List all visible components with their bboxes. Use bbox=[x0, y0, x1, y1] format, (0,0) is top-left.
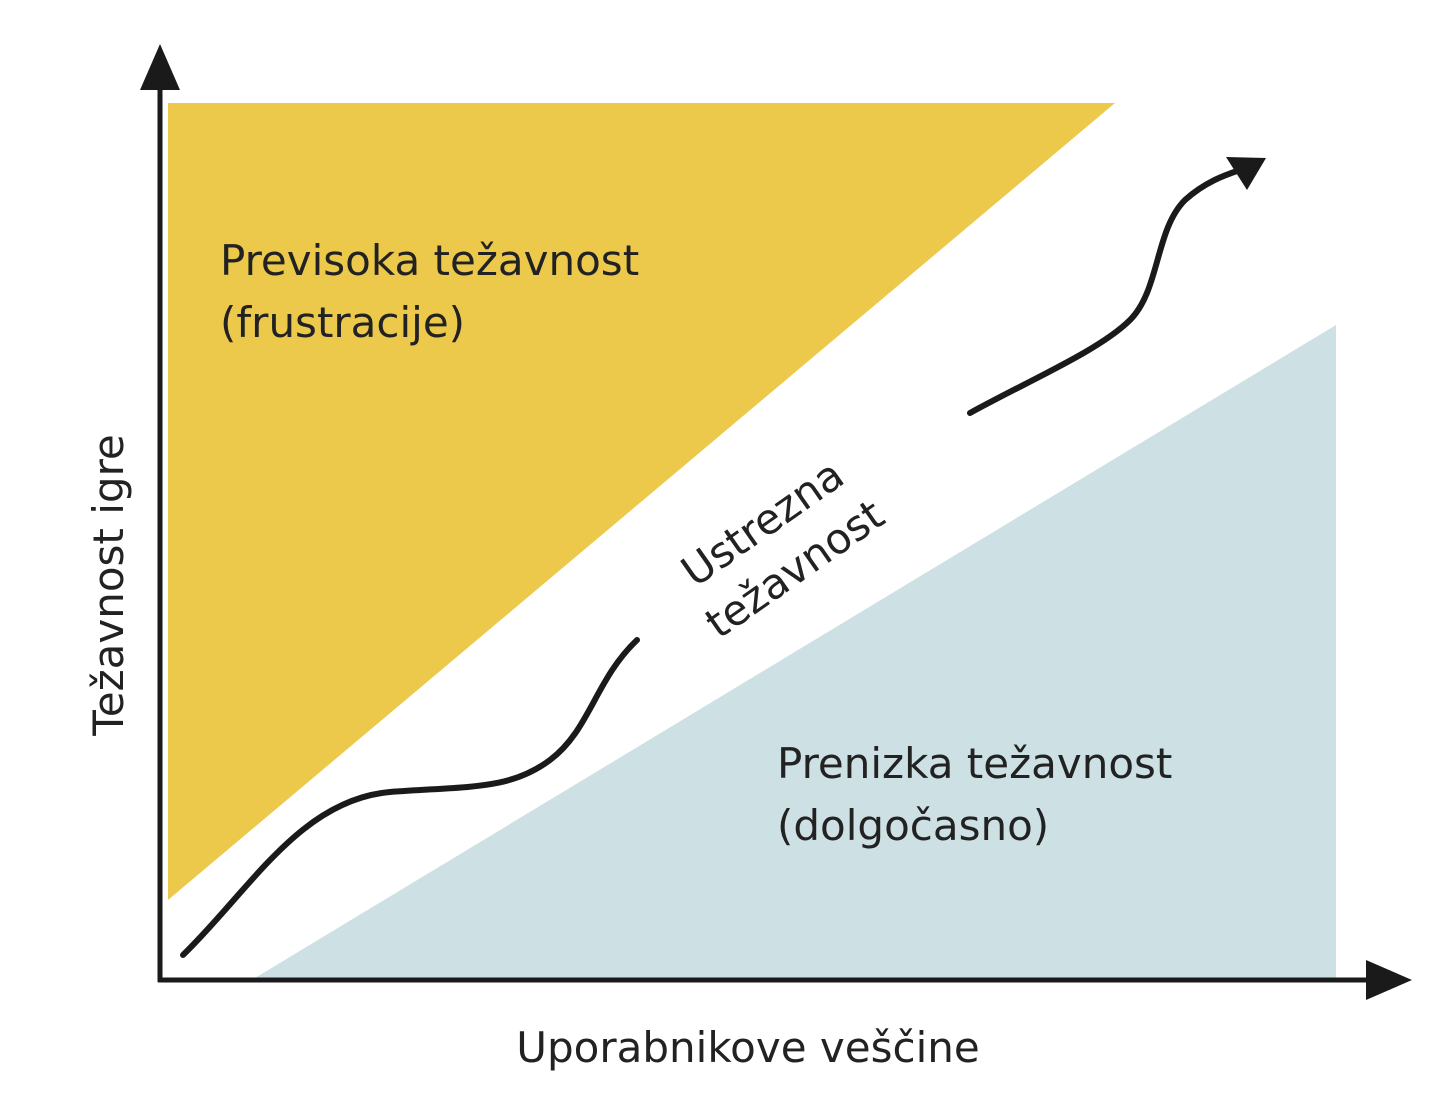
zone-too-easy bbox=[255, 325, 1336, 978]
flow-path-segment-2 bbox=[967, 167, 1243, 416]
x-axis-arrowhead-icon bbox=[1366, 960, 1412, 1000]
y-axis-label: Težavnost igre bbox=[84, 434, 133, 737]
x-axis-label: Uporabnikove veščine bbox=[516, 1023, 979, 1072]
zone-too-easy-line1: Prenizka težavnost bbox=[777, 739, 1172, 788]
zone-too-hard-line2: (frustracije) bbox=[220, 298, 465, 347]
zone-too-hard bbox=[168, 103, 1115, 900]
zone-too-easy-line2: (dolgočasno) bbox=[777, 801, 1049, 850]
y-axis-arrowhead-icon bbox=[140, 44, 180, 90]
flow-path-segment-1 bbox=[180, 637, 640, 958]
zone-too-hard-line1: Previsoka težavnost bbox=[220, 236, 639, 285]
flow-arrowhead-icon bbox=[1226, 157, 1266, 190]
